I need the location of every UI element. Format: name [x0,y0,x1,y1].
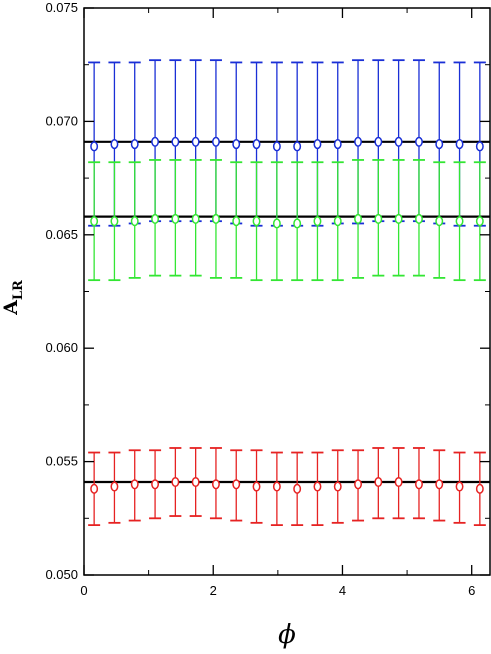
data-point [272,481,281,492]
data-point [211,479,220,490]
data-point [171,213,180,224]
data-point [252,481,261,492]
data-point [475,216,484,227]
data-point [110,139,119,150]
data-point [151,136,160,147]
data-point [354,136,362,147]
y-tick-label: 0.070 [45,113,78,128]
x-tick-label: 2 [210,583,217,598]
y-axis-label-main: A [0,300,22,316]
data-point [130,139,139,150]
data-point [130,479,139,490]
data-point [151,213,160,224]
y-tick-label: 0.050 [45,567,78,582]
data-series [88,59,486,527]
data-point [293,483,302,494]
data-point [354,479,362,490]
series [88,59,486,227]
data-point [232,479,241,490]
data-point [90,216,99,227]
data-point [272,218,281,229]
data-point [435,216,444,227]
data-point [374,213,383,224]
data-point [191,136,200,147]
data-point [435,479,444,490]
data-point [171,136,180,147]
data-point [313,481,322,492]
data-point [394,136,403,147]
data-point [455,139,464,150]
data-point [211,213,220,224]
data-point [475,141,484,152]
data-point [313,216,322,227]
x-axis-label: ϕ [278,620,296,650]
data-point [232,216,241,227]
data-point [374,476,383,488]
data-point [455,216,464,227]
data-point [394,476,403,488]
x-tick-label: 4 [339,583,346,598]
data-point [110,481,119,492]
tick-labels: 0 2 4 6 0.050 0.055 0.060 0.065 0.070 0.075 [45,0,475,598]
y-tick-label: 0.075 [45,0,78,15]
data-point [394,213,403,224]
data-point [415,213,423,224]
x-tick-label: 6 [468,583,475,598]
data-point [232,139,241,150]
y-axis-label-sub: LR [11,280,26,300]
reference-lines [84,140,490,484]
x-tick-label: 0 [80,583,87,598]
data-point [333,139,342,150]
data-point [455,481,464,492]
y-tick-label: 0.060 [45,340,78,355]
series [88,159,486,282]
axis-ticks [83,7,490,576]
data-point [110,216,119,227]
data-point [333,481,342,492]
data-point [333,216,342,227]
data-point [151,479,160,490]
data-point [171,476,180,488]
data-point [313,139,322,150]
data-point [293,141,302,152]
data-point [475,483,484,494]
series [88,447,486,527]
data-point [374,136,383,147]
y-axis-label: ALR [0,280,26,316]
svg-text:ALR: ALR [0,280,26,316]
y-tick-label: 0.065 [45,227,78,242]
data-point [191,476,200,488]
data-point [435,139,444,150]
data-point [415,136,423,147]
data-point [272,141,281,152]
data-point [252,216,261,227]
data-point [90,483,99,494]
data-point [293,218,302,229]
plot-frame [83,7,491,576]
data-point [90,141,99,152]
y-tick-label: 0.055 [45,454,78,469]
data-point [354,213,362,224]
data-point [252,139,261,150]
data-point [415,479,423,490]
data-point [211,136,220,147]
data-point [191,213,200,224]
data-point [130,216,139,227]
